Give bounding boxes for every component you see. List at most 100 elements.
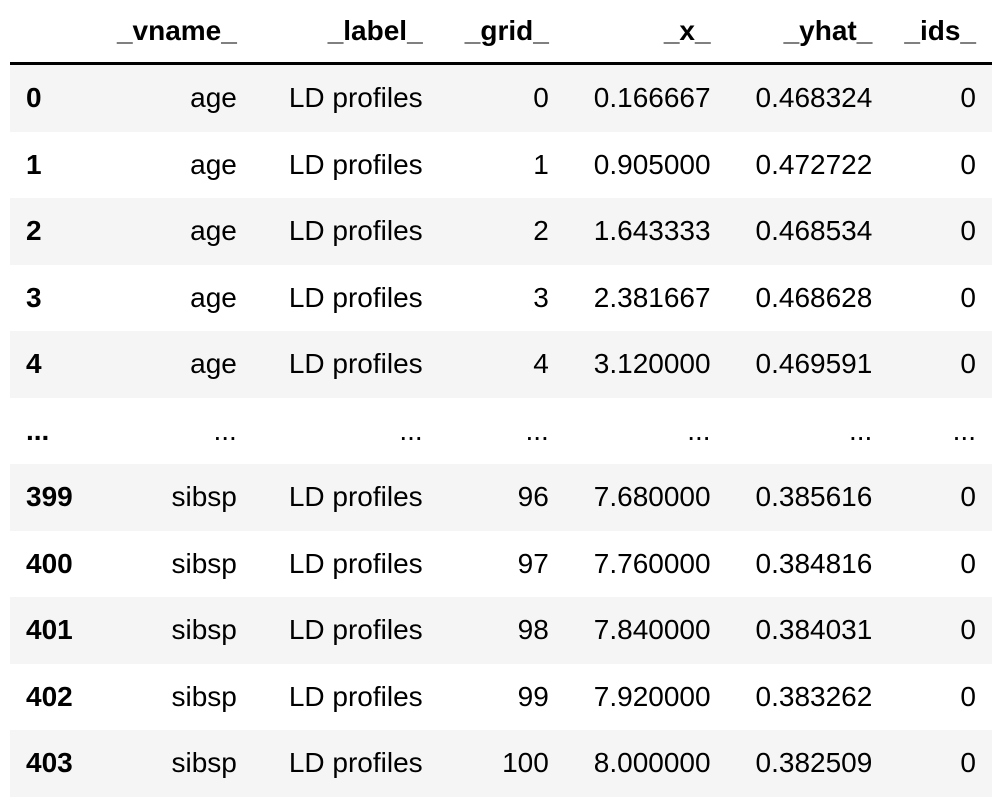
cell-x: 7.840000 bbox=[593, 614, 711, 646]
row-index: 0 bbox=[26, 82, 42, 114]
row-index: 402 bbox=[26, 680, 73, 712]
table-header: _vname_ _label_ _grid_ _x_ _yhat_ _ids_ bbox=[10, 0, 992, 65]
cell-x: 1.643333 bbox=[593, 215, 711, 247]
cell-vname: sibsp bbox=[171, 747, 237, 779]
cell-ids: 0 bbox=[960, 680, 976, 712]
cell-label: LD profiles bbox=[288, 481, 423, 513]
cell-yhat: 0.469591 bbox=[755, 348, 873, 380]
row-index: 4 bbox=[26, 348, 42, 380]
table-row: ..................... bbox=[10, 398, 992, 465]
table-row: 403 sibsp LD profiles 100 8.000000 0.382509 0 bbox=[10, 730, 992, 797]
cell-vname: age bbox=[190, 148, 237, 180]
cell-grid: 0 bbox=[533, 82, 549, 114]
cell-yhat: 0.384031 bbox=[755, 614, 873, 646]
cell-label: LD profiles bbox=[288, 281, 423, 313]
row-index: 2 bbox=[26, 215, 42, 247]
header-row: _vname_ _label_ _grid_ _x_ _yhat_ _ids_ bbox=[10, 0, 992, 65]
cell-grid: 98 bbox=[517, 614, 549, 646]
row-index: 403 bbox=[26, 747, 73, 779]
cell-ids: 0 bbox=[960, 215, 976, 247]
cell-vname: age bbox=[190, 348, 237, 380]
cell-x: 3.120000 bbox=[593, 348, 711, 380]
table-row: 400 sibsp LD profiles 97 7.760000 0.384816 0 bbox=[10, 531, 992, 598]
row-index: 399 bbox=[26, 481, 73, 513]
cell-label: LD profiles bbox=[288, 148, 423, 180]
column-header-vname: _vname_ bbox=[97, 0, 253, 65]
cell-yhat: 0.384816 bbox=[755, 547, 873, 579]
table-body: 0 age LD profiles 0 0.166667 0.468324 0 1 age LD … bbox=[10, 63, 992, 797]
row-index: 400 bbox=[26, 547, 73, 579]
cell-ids: 0 bbox=[960, 614, 976, 646]
cell-grid: ... bbox=[525, 414, 549, 446]
dataframe-table: _vname_ _label_ _grid_ _x_ _yhat_ _ids_ … bbox=[10, 0, 992, 797]
cell-grid: 100 bbox=[502, 747, 549, 779]
cell-x: 7.760000 bbox=[593, 547, 711, 579]
cell-label: LD profiles bbox=[288, 82, 423, 114]
cell-vname: age bbox=[190, 82, 237, 114]
cell-ids: 0 bbox=[960, 148, 976, 180]
table-row: 1 age LD profiles 1 0.905000 0.472722 0 bbox=[10, 132, 992, 199]
cell-yhat: 0.382509 bbox=[755, 747, 873, 779]
cell-grid: 3 bbox=[533, 281, 549, 313]
cell-ids: 0 bbox=[960, 348, 976, 380]
cell-yhat: 0.383262 bbox=[755, 680, 873, 712]
cell-vname: sibsp bbox=[171, 547, 237, 579]
cell-ids: 0 bbox=[960, 747, 976, 779]
table-row: 401 sibsp LD profiles 98 7.840000 0.384031 0 bbox=[10, 597, 992, 664]
cell-yhat: 0.385616 bbox=[755, 481, 873, 513]
row-index: ... bbox=[26, 414, 50, 446]
index-header bbox=[10, 0, 98, 65]
column-header-label: _label_ bbox=[252, 0, 439, 65]
cell-ids: 0 bbox=[960, 481, 976, 513]
cell-grid: 1 bbox=[533, 148, 549, 180]
table-row: 3 age LD profiles 3 2.381667 0.468628 0 bbox=[10, 265, 992, 332]
cell-vname: sibsp bbox=[171, 481, 237, 513]
table-row: 2 age LD profiles 2 1.643333 0.468534 0 bbox=[10, 198, 992, 265]
row-index: 3 bbox=[26, 281, 42, 313]
cell-grid: 97 bbox=[517, 547, 549, 579]
cell-vname: age bbox=[190, 281, 237, 313]
cell-ids: 0 bbox=[960, 547, 976, 579]
cell-yhat: 0.468324 bbox=[755, 82, 873, 114]
cell-x: 0.166667 bbox=[593, 82, 711, 114]
table-row: 399 sibsp LD profiles 96 7.680000 0.385616 0 bbox=[10, 464, 992, 531]
cell-vname: sibsp bbox=[171, 680, 237, 712]
cell-vname: ... bbox=[213, 414, 237, 446]
cell-x: ... bbox=[687, 414, 711, 446]
cell-label: LD profiles bbox=[288, 614, 423, 646]
table-row: 4 age LD profiles 4 3.120000 0.469591 0 bbox=[10, 331, 992, 398]
cell-yhat: 0.472722 bbox=[755, 148, 873, 180]
cell-label: LD profiles bbox=[288, 215, 423, 247]
cell-label: LD profiles bbox=[288, 348, 423, 380]
cell-grid: 96 bbox=[517, 481, 549, 513]
cell-x: 2.381667 bbox=[593, 281, 711, 313]
row-index: 401 bbox=[26, 614, 73, 646]
cell-label: ... bbox=[399, 414, 423, 446]
column-header-yhat: _yhat_ bbox=[726, 0, 889, 65]
cell-vname: sibsp bbox=[171, 614, 237, 646]
cell-vname: age bbox=[190, 215, 237, 247]
cell-yhat: 0.468534 bbox=[755, 215, 873, 247]
cell-x: 8.000000 bbox=[593, 747, 711, 779]
cell-x: 7.920000 bbox=[593, 680, 711, 712]
column-header-x: _x_ bbox=[564, 0, 727, 65]
cell-ids: 0 bbox=[960, 82, 976, 114]
cell-label: LD profiles bbox=[288, 547, 423, 579]
cell-ids: ... bbox=[952, 414, 976, 446]
row-index: 1 bbox=[26, 148, 42, 180]
cell-grid: 2 bbox=[533, 215, 549, 247]
cell-label: LD profiles bbox=[288, 747, 423, 779]
cell-grid: 4 bbox=[533, 348, 549, 380]
cell-ids: 0 bbox=[960, 281, 976, 313]
cell-x: 7.680000 bbox=[593, 481, 711, 513]
column-header-ids: _ids_ bbox=[888, 0, 992, 65]
cell-x: 0.905000 bbox=[593, 148, 711, 180]
table-row: 0 age LD profiles 0 0.166667 0.468324 0 bbox=[10, 63, 992, 132]
cell-label: LD profiles bbox=[288, 680, 423, 712]
table-row: 402 sibsp LD profiles 99 7.920000 0.383262 0 bbox=[10, 664, 992, 731]
column-header-grid: _grid_ bbox=[438, 0, 565, 65]
cell-yhat: 0.468628 bbox=[755, 281, 873, 313]
cell-yhat: ... bbox=[848, 414, 873, 446]
cell-grid: 99 bbox=[517, 680, 549, 712]
